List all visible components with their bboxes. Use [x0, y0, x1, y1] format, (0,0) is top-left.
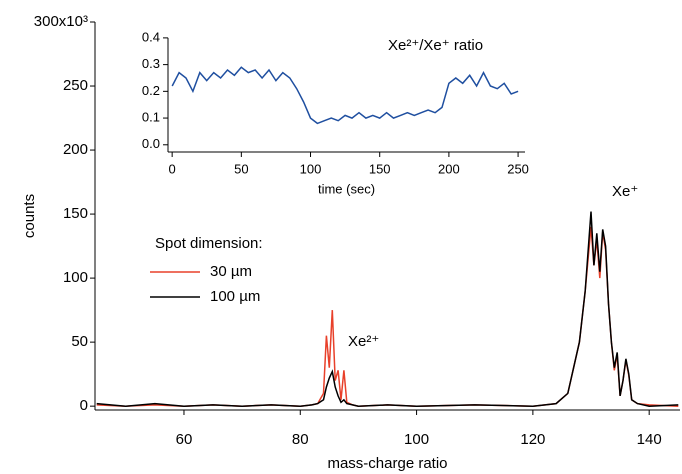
x-tick-label: 60 — [176, 431, 193, 448]
inset-title: Xe²⁺/Xe⁺ ratio — [388, 37, 483, 54]
y-tick-label: 0.4 — [142, 29, 160, 44]
y-tick-label: 250 — [63, 77, 88, 94]
x-tick-label: 250 — [507, 161, 529, 176]
x-tick-label: 120 — [520, 431, 545, 448]
data-line — [96, 211, 679, 407]
y-tick-label: 300x10³ — [34, 13, 88, 30]
y-tick-label: 0.3 — [142, 56, 160, 71]
y-tick-label: 0 — [80, 397, 88, 414]
y-tick-label: 200 — [63, 141, 88, 158]
y-tick-label: 50 — [71, 333, 88, 350]
annotation: Xe²⁺ — [348, 333, 379, 350]
x-axis-label: mass-charge ratio — [327, 455, 447, 472]
x-tick-label: 100 — [300, 161, 322, 176]
data-line — [96, 226, 679, 407]
y-axis-label: counts — [21, 194, 38, 238]
legend-label: 30 µm — [210, 263, 252, 280]
y-tick-label: 0.0 — [142, 136, 160, 151]
annotation: Xe⁺ — [612, 183, 638, 200]
legend-title: Spot dimension: — [155, 235, 263, 252]
y-tick-label: 0.1 — [142, 109, 160, 124]
legend-label: 100 µm — [210, 288, 260, 305]
x-tick-label: 150 — [369, 161, 391, 176]
y-tick-label: 150 — [63, 205, 88, 222]
x-tick-label: 100 — [404, 431, 429, 448]
x-tick-label: 200 — [438, 161, 460, 176]
data-line — [171, 66, 519, 125]
x-axis-label: time (sec) — [318, 181, 375, 196]
x-tick-label: 0 — [169, 161, 176, 176]
x-tick-label: 80 — [292, 431, 309, 448]
x-tick-label: 140 — [637, 431, 662, 448]
y-tick-label: 0.2 — [142, 83, 160, 98]
x-tick-label: 50 — [234, 161, 248, 176]
y-tick-label: 100 — [63, 269, 88, 286]
